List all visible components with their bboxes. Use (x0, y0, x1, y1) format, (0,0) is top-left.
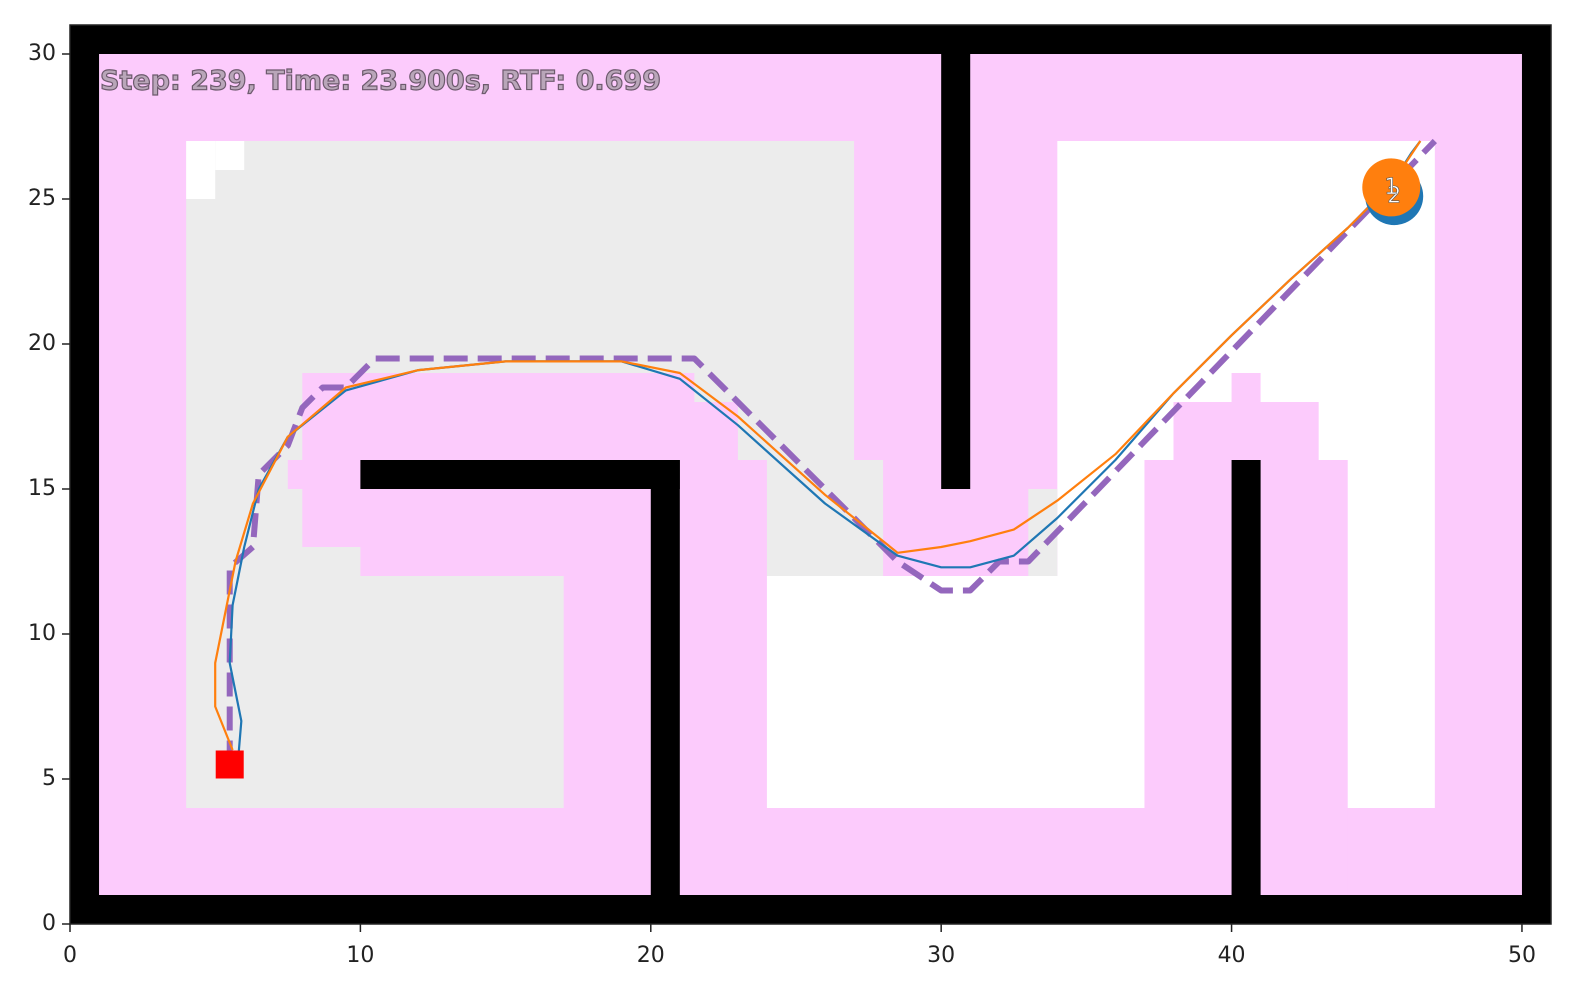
wall (941, 54, 971, 489)
x-tick-label: 50 (1508, 943, 1536, 968)
free-area (215, 141, 245, 170)
y-tick-label: 0 (42, 911, 56, 936)
wall (70, 895, 1551, 924)
trajectory (214, 140, 1422, 751)
inflated-zone (1173, 402, 1319, 460)
x-tick-label: 30 (927, 943, 955, 968)
annotation: Step: 239, Time: 23.900s, RTF: 0.699 (100, 66, 661, 97)
y-tick-label: 25 (28, 186, 56, 211)
wall (70, 25, 1551, 54)
plot-frame (69, 24, 1552, 925)
x-tick-label: 40 (1218, 943, 1246, 968)
map (70, 25, 1551, 924)
y-tick-label: 10 (28, 621, 56, 646)
inflated-zone (1231, 373, 1261, 402)
wall (1521, 25, 1551, 924)
wall (360, 460, 680, 489)
y-tick-label: 30 (28, 41, 56, 66)
y-tick-label: 20 (28, 331, 56, 356)
goal-marker (215, 750, 244, 779)
x-tick-label: 20 (637, 943, 665, 968)
wall (650, 460, 680, 895)
robot-label: 1 (1384, 175, 1398, 200)
wall (70, 25, 100, 924)
free-area (186, 141, 216, 199)
x-tick-label: 0 (63, 943, 77, 968)
x-tick-label: 10 (346, 943, 374, 968)
robot-marker (1362, 158, 1421, 217)
wall (1231, 460, 1261, 895)
robot-label: 2 (1387, 184, 1401, 209)
y-tick-label: 15 (28, 476, 56, 501)
y-tick-label: 5 (42, 766, 56, 791)
explored-area (766, 460, 884, 576)
